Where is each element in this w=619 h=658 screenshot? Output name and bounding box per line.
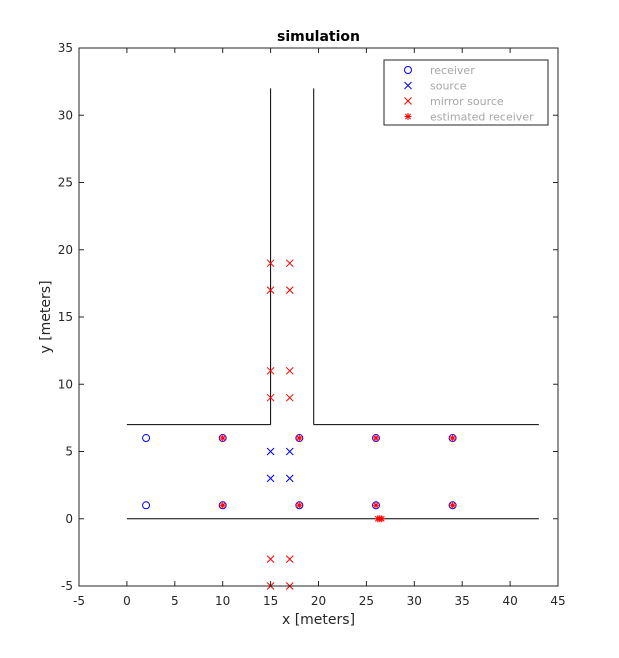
- mirror-source-point: [285, 393, 294, 402]
- estimated-receiver-point: [219, 501, 227, 509]
- source-point: [266, 447, 275, 456]
- estimated-receiver-point: [219, 434, 227, 442]
- mirror-source-point: [266, 393, 275, 402]
- y-axis-label: y [meters]: [38, 280, 54, 353]
- x-tick-label: 35: [455, 594, 470, 608]
- legend-entry: mirror source: [430, 95, 504, 108]
- legend-entry: estimated receiver: [430, 111, 534, 124]
- chart-title: simulation: [277, 29, 360, 45]
- y-tick-label: 5: [65, 445, 73, 459]
- y-tick-label: 15: [58, 310, 73, 324]
- mirror-source-point: [266, 555, 275, 563]
- legend: receiver source mirror source estimated rec…: [383, 59, 549, 126]
- estimated-receiver-point: [449, 501, 457, 509]
- walls-layer: [126, 88, 539, 520]
- legend-marker-receiver: [404, 66, 412, 74]
- x-axis-ticks: -5 0 5 10 15 20 25 30 35 40 45: [73, 48, 566, 608]
- legend-marker-estimated-receiver: [404, 113, 412, 120]
- x-tick-label: -5: [73, 594, 85, 608]
- estimated-receiver-point: [372, 501, 380, 509]
- y-tick-label: 30: [58, 108, 73, 122]
- mirror-source-point: [285, 555, 294, 563]
- legend-entry: receiver: [430, 64, 475, 77]
- mirror-source-point: [285, 366, 294, 375]
- mirror-source-point: [266, 366, 275, 375]
- estimated-receiver-point: [295, 434, 303, 442]
- y-tick-label: 0: [65, 512, 73, 526]
- x-tick-label: 5: [171, 594, 179, 608]
- y-tick-label: 10: [58, 377, 73, 391]
- estimated-receiver-point: [378, 515, 386, 523]
- y-tick-label: 20: [58, 243, 73, 257]
- x-tick-label: 45: [550, 594, 565, 608]
- source-point: [285, 474, 294, 483]
- receiver-point: [142, 434, 151, 443]
- source-point: [285, 447, 294, 456]
- mirror-source-point: [266, 286, 275, 294]
- estimated-receiver-point: [372, 434, 380, 442]
- x-tick-label: 10: [215, 594, 230, 608]
- y-tick-label: 35: [58, 41, 73, 55]
- estimated-receiver-point: [295, 501, 303, 509]
- x-tick-label: 20: [311, 594, 326, 608]
- source-point: [266, 474, 275, 483]
- mirror-source-point: [266, 259, 275, 268]
- mirror-source-point: [285, 286, 294, 294]
- y-tick-label: 25: [58, 176, 73, 190]
- x-axis-label: x [meters]: [282, 612, 355, 628]
- x-tick-label: 25: [359, 594, 374, 608]
- plot-frame: [78, 47, 559, 587]
- legend-entry: source: [430, 80, 467, 93]
- legend-marker-mirror-source: [404, 97, 412, 105]
- estimated-receiver-point: [449, 434, 457, 442]
- x-tick-label: 30: [407, 594, 422, 608]
- y-tick-label: -5: [61, 579, 73, 593]
- x-tick-label: 40: [502, 594, 517, 608]
- x-tick-label: 15: [263, 594, 278, 608]
- mirror-source-point: [285, 259, 294, 268]
- legend-marker-source: [404, 81, 412, 90]
- points-layer: [142, 259, 457, 590]
- receiver-point: [142, 501, 151, 510]
- x-tick-label: 0: [123, 594, 131, 608]
- y-axis-ticks: -5 0 5 10 15 20 25 30 35: [58, 41, 558, 593]
